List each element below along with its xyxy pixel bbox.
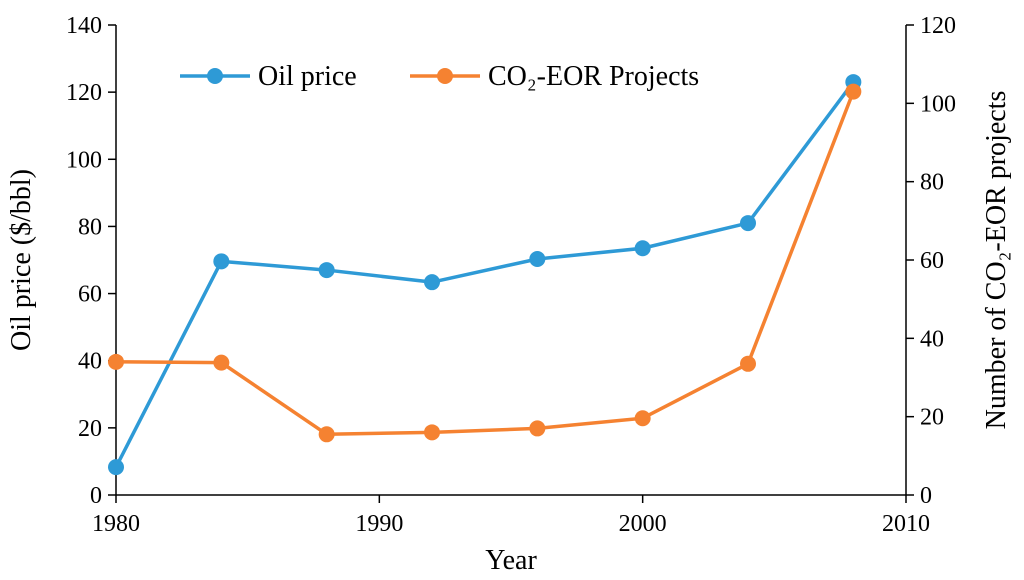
series-layer [108, 74, 862, 476]
left-y-tick-label: 0 [90, 483, 102, 509]
left-y-tick-label: 140 [66, 13, 102, 39]
data-point [318, 426, 335, 443]
right-y-tick-label: 40 [920, 326, 944, 352]
legend-label: CO₂-EOR Projects [488, 61, 699, 92]
data-point [424, 274, 440, 291]
right-y-tick-label: 80 [920, 170, 944, 196]
x-tick-label: 2010 [882, 511, 930, 537]
data-point [740, 355, 756, 372]
series-co2-eor-projects [108, 83, 862, 443]
x-tick-label: 2000 [619, 511, 667, 537]
data-point [529, 250, 546, 267]
legend-item-co2-eor-projects: CO₂-EOR Projects [410, 61, 699, 92]
x-tick-label: 1980 [92, 511, 140, 537]
right-y-axis-title: Number of CO₂-EOR projects [981, 91, 1012, 430]
legend: Oil price CO₂-EOR Projects [180, 61, 699, 92]
series-oil-price [108, 74, 862, 476]
right-y-tick-label: 0 [920, 483, 932, 509]
left-y-axis-title: Oil price ($/bbl) [6, 169, 37, 351]
legend-label: Oil price [258, 61, 357, 92]
right-y-tick-label: 100 [920, 91, 956, 117]
data-point [213, 354, 230, 371]
left-y-tick-label: 20 [78, 416, 102, 442]
data-point [424, 424, 440, 441]
series-line [114, 81, 855, 468]
legend-swatch-marker [207, 68, 223, 84]
x-tick-label: 1990 [355, 511, 403, 537]
data-point [634, 410, 651, 427]
legend-item-oil-price: Oil price [180, 61, 357, 92]
right-y-tick-label: 20 [920, 405, 944, 431]
right-y-tick-label: 60 [920, 248, 944, 274]
data-point [634, 240, 651, 257]
left-y-tick-label: 60 [78, 282, 102, 308]
x-axis-title: Year [485, 545, 537, 576]
left-y-tick-label: 40 [78, 349, 102, 375]
series-line [115, 90, 855, 437]
data-point [108, 459, 124, 476]
data-point [529, 420, 546, 437]
ticks-layer: 1980 1990 2000 2010020406080100120140020406… [66, 13, 956, 537]
legend-swatch-marker [437, 68, 453, 84]
data-point [108, 353, 124, 370]
left-y-tick-label: 120 [66, 80, 102, 106]
data-point [318, 262, 335, 279]
right-y-tick-label: 120 [920, 13, 956, 39]
left-y-tick-label: 80 [78, 214, 102, 240]
data-point [213, 253, 230, 270]
data-point [740, 215, 756, 232]
data-point [845, 83, 862, 100]
left-y-tick-label: 100 [66, 147, 102, 173]
